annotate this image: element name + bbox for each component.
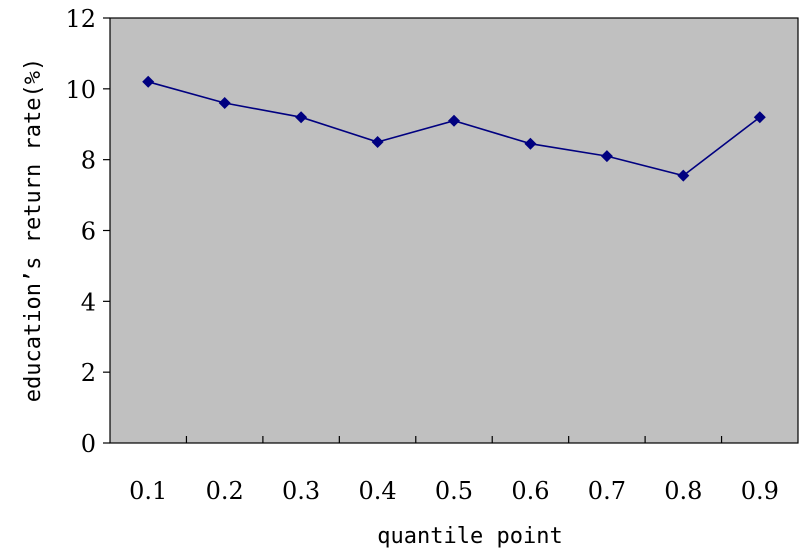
series-layer	[142, 75, 766, 182]
data-point-marker	[218, 97, 231, 109]
data-point-marker	[295, 111, 308, 124]
x-tick-label: 0.8	[664, 477, 702, 505]
y-tick-label: 2	[81, 359, 96, 387]
x-tick-label: 0.3	[282, 477, 320, 505]
x-tick-label: 0.2	[206, 477, 244, 505]
y-tick-label: 0	[81, 430, 96, 458]
plot-area	[109, 17, 799, 444]
x-axis-ticks: 0.1 0.2 0.3 0.4 0.5 0.6 0.7 0.8 0.9	[129, 436, 779, 505]
x-tick-label: 0.5	[435, 477, 473, 505]
data-point-marker	[600, 150, 613, 163]
x-tick-label: 0.7	[588, 477, 626, 505]
y-axis-ticks: 0 2 4 6 8 10 12	[65, 5, 110, 458]
data-point-marker	[524, 137, 537, 150]
x-tick-label: 0.4	[358, 477, 396, 505]
data-point-marker	[142, 75, 155, 88]
data-point-marker	[448, 114, 460, 127]
data-point-marker	[371, 136, 384, 148]
y-tick-label: 8	[81, 147, 96, 175]
y-tick-label: 6	[81, 218, 96, 246]
x-tick-label: 0.1	[129, 477, 167, 505]
x-tick-label: 0.6	[511, 477, 549, 505]
x-tick-label: 0.9	[741, 477, 779, 505]
y-tick-label: 10	[65, 76, 96, 104]
data-point-marker	[753, 111, 766, 124]
y-axis-title: education’s return rate(%)	[21, 58, 46, 402]
y-tick-label: 12	[65, 5, 96, 33]
x-axis-title: quantile point	[377, 524, 562, 549]
data-point-marker	[677, 169, 690, 182]
y-tick-label: 4	[81, 288, 96, 316]
